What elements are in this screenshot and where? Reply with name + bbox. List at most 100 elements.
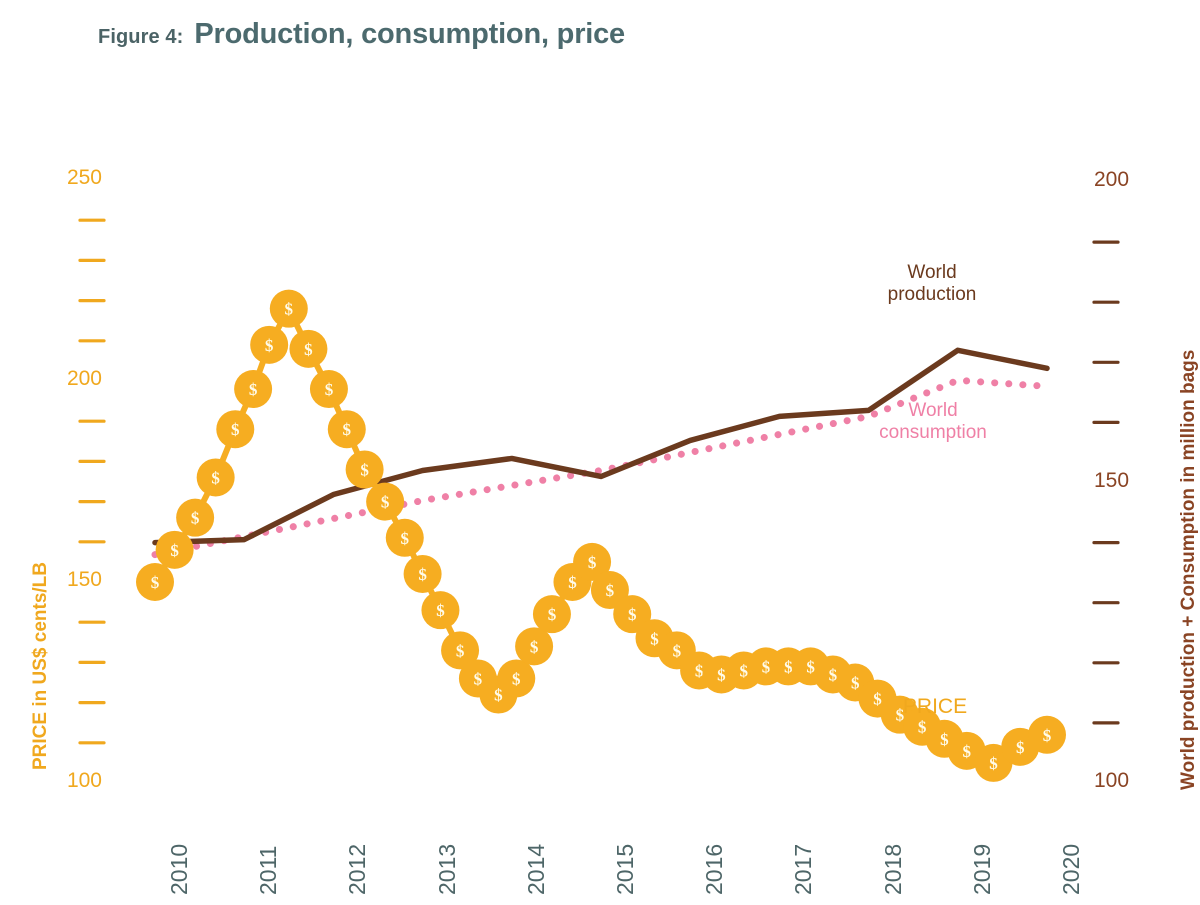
dollar-icon: $ bbox=[494, 686, 503, 705]
price-connector bbox=[305, 345, 332, 393]
price-connector bbox=[152, 546, 178, 585]
x-axis-tick-label: 2014 bbox=[522, 843, 549, 895]
dollar-icon: $ bbox=[360, 460, 369, 479]
price-coin-marker bbox=[250, 325, 289, 364]
price-connector bbox=[740, 663, 770, 674]
world-production-label: World production bbox=[862, 262, 1002, 307]
price-connector bbox=[919, 723, 948, 742]
left-axis-ticks bbox=[78, 218, 106, 745]
price-connector bbox=[361, 466, 389, 505]
price-coin-marker bbox=[813, 655, 852, 694]
left-axis-title: PRICE in US$ cents/LB bbox=[30, 562, 51, 770]
price-coin-marker bbox=[613, 595, 652, 634]
price-coin-marker bbox=[458, 659, 497, 698]
dollar-icon: $ bbox=[1043, 726, 1052, 745]
price-coin-marker bbox=[532, 595, 571, 634]
dollar-icon: $ bbox=[918, 718, 927, 737]
dollar-icon: $ bbox=[231, 420, 240, 439]
dollar-icon: $ bbox=[940, 730, 949, 749]
dollar-icon: $ bbox=[851, 674, 860, 693]
dollar-icon: $ bbox=[628, 605, 637, 624]
dollar-icon: $ bbox=[673, 641, 682, 660]
world-production-label-line2: production bbox=[887, 284, 977, 306]
price-coin-marker bbox=[269, 289, 308, 328]
dollar-icon: $ bbox=[717, 665, 726, 684]
x-axis-tick-label: 2016 bbox=[701, 843, 728, 895]
price-connector bbox=[569, 558, 596, 585]
x-axis-tick-label: 2018 bbox=[879, 843, 906, 895]
price-coin-marker bbox=[680, 651, 719, 690]
dollar-icon: $ bbox=[401, 529, 410, 548]
price-coin-marker bbox=[791, 647, 830, 686]
dollar-icon: $ bbox=[829, 665, 838, 684]
chart-header: Figure 4: Production, consumption, price bbox=[98, 18, 625, 51]
figure-number: Figure 4: bbox=[98, 26, 184, 48]
price-coin-marker bbox=[553, 563, 592, 601]
price-coin-marker bbox=[155, 530, 194, 569]
price-connector bbox=[606, 587, 636, 618]
price-coin-marker bbox=[573, 542, 612, 581]
price-connector bbox=[852, 679, 881, 702]
price-connector bbox=[250, 341, 273, 393]
world-production-line bbox=[152, 347, 1050, 546]
left-axis-tick-label: 200 bbox=[66, 367, 102, 390]
dollar-icon: $ bbox=[436, 601, 445, 620]
price-connector bbox=[285, 305, 312, 352]
price-coin-marker bbox=[176, 498, 215, 537]
dollar-icon: $ bbox=[456, 641, 465, 660]
price-coin-marker bbox=[497, 659, 536, 698]
dollar-icon: $ bbox=[989, 754, 998, 773]
price-coin-marker bbox=[234, 370, 273, 409]
world-consumption-label: World consumption bbox=[858, 400, 1008, 445]
world-production-label-line1: World bbox=[907, 262, 957, 283]
price-connector bbox=[343, 426, 368, 473]
dollar-icon: $ bbox=[548, 605, 557, 624]
dollar-icon: $ bbox=[325, 380, 334, 399]
x-axis-tick-label: 2010 bbox=[166, 843, 192, 895]
price-coin-marker bbox=[403, 554, 442, 593]
price-connector bbox=[673, 647, 703, 674]
dollar-icon: $ bbox=[343, 420, 352, 439]
price-coin-marker bbox=[196, 458, 235, 497]
price-connector bbox=[941, 735, 970, 754]
dollar-icon: $ bbox=[962, 742, 971, 761]
dollar-icon: $ bbox=[695, 661, 704, 680]
dollar-icon: $ bbox=[474, 669, 483, 688]
price-connector bbox=[963, 747, 997, 766]
price-connector bbox=[437, 607, 464, 654]
price-connector bbox=[325, 386, 350, 433]
price-coin-marker bbox=[309, 370, 348, 409]
dollar-icon: $ bbox=[1016, 738, 1025, 757]
x-axis-tick-label: 2017 bbox=[790, 843, 817, 895]
dollar-icon: $ bbox=[873, 690, 882, 709]
price-coin-marker bbox=[136, 563, 174, 601]
price-coin-marker bbox=[289, 329, 328, 368]
price-coin-marker bbox=[635, 619, 674, 658]
price-connector bbox=[192, 474, 219, 521]
price-coin-marker bbox=[947, 731, 986, 770]
left-axis-tick-label: 250 bbox=[66, 166, 102, 189]
price-coin-marker bbox=[345, 450, 384, 489]
price-coin-marker bbox=[385, 518, 424, 557]
price-label: PRICE bbox=[902, 695, 968, 718]
price-coin-marker bbox=[858, 679, 897, 718]
right-axis-tick-label: 100 bbox=[1094, 769, 1130, 792]
dollar-icon: $ bbox=[650, 629, 659, 648]
dollar-icon: $ bbox=[304, 340, 313, 359]
price-connector bbox=[171, 514, 199, 553]
right-axis-tick-label: 150 bbox=[1094, 468, 1130, 492]
world-consumption-label-line1: World bbox=[908, 400, 958, 421]
price-coin-marker bbox=[216, 410, 255, 449]
price-connector bbox=[382, 498, 408, 541]
dollar-icon: $ bbox=[530, 637, 539, 656]
left-axis-tick-label: 100 bbox=[66, 769, 102, 792]
price-coin-marker bbox=[479, 675, 518, 714]
price-coin-marker bbox=[327, 410, 366, 449]
x-axis-tick-label: 2011 bbox=[255, 845, 282, 895]
price-coin-marker bbox=[1001, 727, 1040, 766]
x-axis-tick-label: 2015 bbox=[612, 843, 638, 895]
x-axis-tick-label: 2013 bbox=[433, 843, 460, 895]
price-connector bbox=[718, 667, 747, 678]
